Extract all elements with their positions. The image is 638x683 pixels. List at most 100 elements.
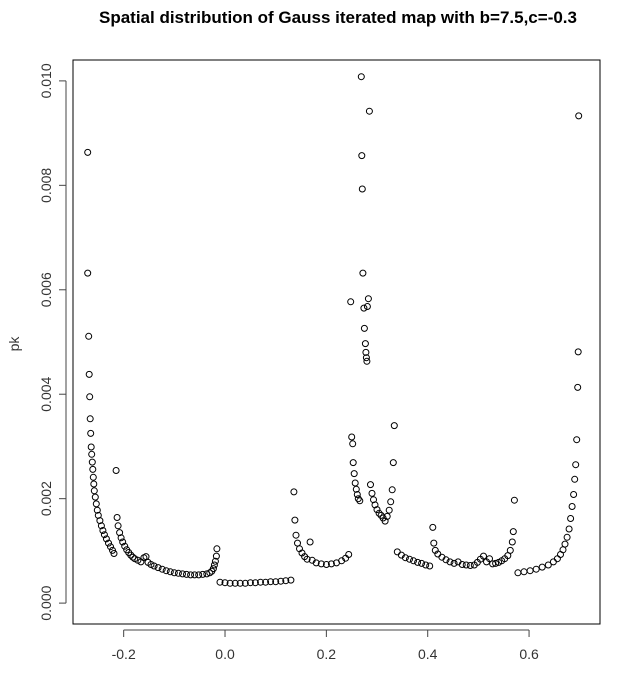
data-point <box>365 107 373 115</box>
data-point <box>287 576 295 584</box>
data-point <box>362 354 370 362</box>
data-point <box>150 562 158 570</box>
data-point <box>102 535 110 543</box>
data-point <box>544 561 552 569</box>
data-point <box>532 565 540 573</box>
data-point <box>191 571 199 579</box>
data-point <box>458 561 466 568</box>
data-point <box>401 554 409 562</box>
data-point <box>345 551 353 558</box>
data-point <box>121 542 129 550</box>
data-point <box>292 531 300 539</box>
y-tick-label: 0.002 <box>38 481 54 516</box>
data-point <box>291 516 299 524</box>
data-point <box>568 503 576 510</box>
data-point <box>360 304 368 312</box>
data-point <box>450 559 458 567</box>
data-point <box>88 458 96 466</box>
data-point <box>86 393 94 401</box>
chart-title: Spatial distribution of Gauss iterated m… <box>99 8 577 27</box>
data-point <box>216 578 224 586</box>
data-point <box>570 491 578 498</box>
data-point <box>89 465 97 473</box>
data-point <box>349 440 357 448</box>
y-tick-label: 0.008 <box>38 168 54 203</box>
data-point <box>520 568 528 576</box>
data-point <box>90 487 98 495</box>
data-point <box>127 551 135 559</box>
data-point <box>170 569 178 577</box>
x-tick-label: -0.2 <box>112 646 136 662</box>
data-point <box>210 561 218 569</box>
data-point <box>426 562 434 570</box>
data-point <box>110 550 118 557</box>
data-point <box>509 528 517 536</box>
data-point <box>88 450 96 458</box>
data-point <box>480 552 487 560</box>
data-point <box>327 560 335 568</box>
data-point <box>561 540 569 548</box>
data-point <box>303 555 311 563</box>
data-point <box>571 475 579 483</box>
data-point <box>375 509 383 517</box>
data-point <box>506 546 514 554</box>
data-point <box>358 152 366 160</box>
x-tick-label: 0.4 <box>418 646 438 662</box>
data-point <box>290 488 298 496</box>
data-point <box>212 552 220 560</box>
data-point <box>97 522 105 530</box>
data-point <box>352 485 360 493</box>
data-point <box>105 539 112 547</box>
y-tick-label: 0.004 <box>38 376 54 411</box>
y-axis: 0.000 0.002 0.004 0.006 0.008 0.010 <box>38 63 67 621</box>
data-point <box>158 565 166 573</box>
data-point <box>241 579 249 587</box>
x-axis: -0.2 0.0 0.2 0.4 0.6 <box>112 629 539 662</box>
data-point <box>462 561 470 569</box>
data-point <box>251 579 259 587</box>
data-point <box>354 495 362 503</box>
data-point <box>84 269 92 277</box>
data-point <box>389 459 397 467</box>
data-point <box>360 324 368 332</box>
data-point <box>492 559 500 567</box>
y-tick-label: 0.010 <box>38 63 54 98</box>
data-point <box>107 543 114 551</box>
data-point <box>393 548 401 556</box>
data-point <box>348 433 356 441</box>
data-point <box>112 467 120 474</box>
data-point <box>183 570 190 578</box>
data-point <box>226 579 234 587</box>
data-point <box>306 538 314 546</box>
x-tick-label: 0.0 <box>215 646 235 662</box>
data-point <box>553 555 561 563</box>
data-point <box>508 538 516 546</box>
data-point <box>174 569 182 577</box>
data-point <box>357 73 365 81</box>
data-point <box>267 578 275 586</box>
data-point <box>262 578 270 586</box>
data-point <box>368 489 376 497</box>
data-point <box>383 512 391 520</box>
data-point <box>92 500 100 508</box>
data-point <box>356 497 364 505</box>
data-point <box>567 515 575 522</box>
data-point <box>406 555 413 563</box>
data-point <box>526 567 534 575</box>
y-tick-label: 0.006 <box>38 272 54 307</box>
data-point <box>257 578 264 586</box>
data-point <box>466 562 474 569</box>
data-point <box>358 185 366 193</box>
data-points <box>84 73 583 587</box>
data-point <box>353 491 361 498</box>
data-point <box>574 383 582 391</box>
y-axis-label: pk <box>6 336 22 352</box>
data-point <box>117 534 125 542</box>
data-point <box>388 486 396 494</box>
data-point <box>549 558 557 566</box>
data-point <box>87 429 95 437</box>
data-point <box>272 578 280 586</box>
data-point <box>84 148 92 156</box>
data-point <box>113 514 121 521</box>
data-point <box>206 569 214 577</box>
